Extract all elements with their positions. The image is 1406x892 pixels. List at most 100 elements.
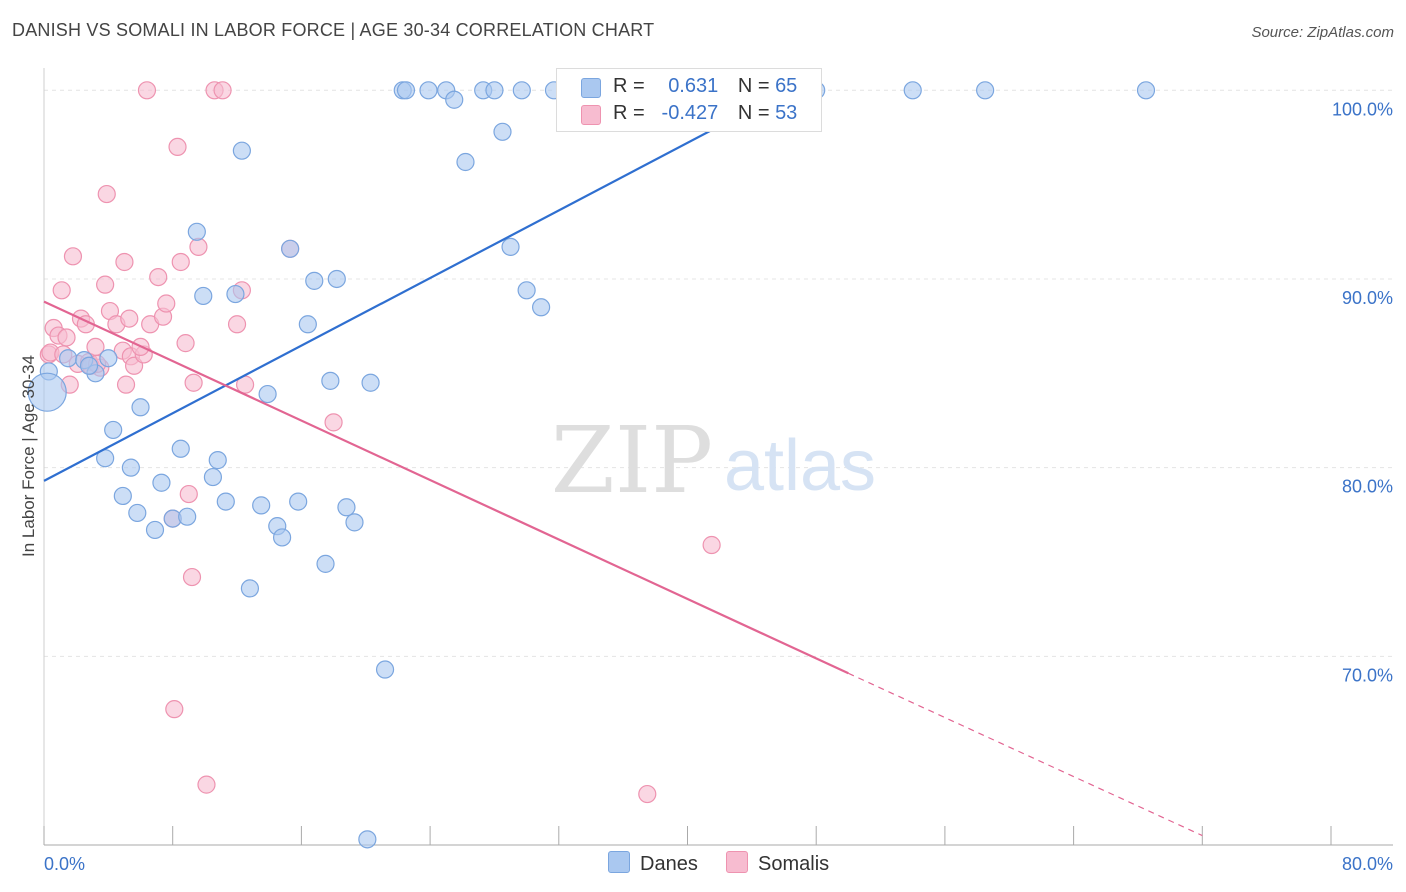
- danes-trend-line: [43, 74, 817, 482]
- tick-labels: 70.0% 80.0% 90.0% 100.0% 0.0% 80.0%: [44, 99, 1393, 874]
- somalis-point: [702, 535, 721, 555]
- danes-point: [27, 372, 67, 412]
- danes-point: [152, 473, 171, 492]
- somalis-trend-line: [43, 300, 849, 675]
- danes-point: [128, 503, 147, 523]
- somalis-n-value: 53: [775, 102, 798, 124]
- danes-point: [226, 284, 245, 304]
- danes-point: [512, 81, 531, 100]
- legend-row-danes: R = 0.631 N = 65: [581, 75, 798, 98]
- legend-item-danes[interactable]: Danes: [608, 851, 698, 876]
- somalis-point: [184, 373, 203, 392]
- somalis-point: [197, 775, 216, 794]
- stats-legend: R = 0.631 N = 65 R = -0.427 N = 53: [556, 68, 822, 132]
- somalis-swatch: [581, 105, 601, 125]
- somalis-point: [52, 281, 71, 300]
- chart-title: DANISH VS SOMALI IN LABOR FORCE | AGE 30…: [12, 20, 655, 40]
- danes-legend-swatch: [608, 851, 630, 873]
- danes-point: [493, 122, 512, 141]
- danes-swatch: [581, 78, 601, 98]
- x-tick-label: 80.0%: [1342, 854, 1393, 874]
- danes-point: [272, 528, 292, 547]
- danes-n-value: 65: [775, 75, 798, 97]
- danes-point: [258, 384, 277, 404]
- danes-point: [178, 507, 197, 526]
- danes-point: [445, 90, 464, 109]
- somalis-point: [324, 413, 343, 432]
- danes-point: [131, 398, 150, 417]
- danes-point: [194, 286, 213, 306]
- somalis-point: [149, 267, 168, 287]
- danes-point: [240, 579, 260, 598]
- somalis-point: [227, 315, 247, 334]
- somalis-point: [157, 294, 176, 313]
- somalis-point: [57, 328, 76, 347]
- danes-point: [316, 554, 335, 573]
- somalis-point: [638, 784, 657, 804]
- danes-point: [281, 239, 300, 258]
- somalis-r-label: R =: [613, 102, 645, 124]
- danes-point: [113, 486, 132, 506]
- danes-point: [232, 141, 251, 160]
- danes-point: [903, 81, 922, 100]
- danes-r-value: 0.631: [668, 75, 719, 97]
- danes-point: [216, 492, 235, 511]
- danes-point: [358, 830, 377, 849]
- somalis-point: [165, 700, 184, 719]
- somalis-trend-extension: [848, 672, 1203, 837]
- somalis-n-label: N =: [737, 102, 770, 124]
- danes-point: [485, 81, 504, 100]
- somalis-point: [137, 81, 157, 100]
- somalis-r-value: -0.427: [661, 102, 719, 124]
- danes-point: [145, 520, 165, 540]
- somalis-point: [182, 567, 202, 587]
- y-tick-label: 100.0%: [1332, 99, 1393, 119]
- danes-point: [532, 298, 551, 317]
- danes-legend-label: Danes: [640, 853, 698, 875]
- somalis-point: [120, 309, 139, 328]
- x-tick-label: 0.0%: [44, 854, 85, 874]
- danes-point: [375, 660, 395, 679]
- danes-points: [27, 81, 1156, 849]
- somalis-point: [179, 484, 198, 504]
- somalis-point: [171, 252, 190, 272]
- danes-point: [361, 373, 380, 392]
- danes-point: [327, 269, 346, 289]
- danes-point: [976, 81, 995, 100]
- danes-point: [187, 222, 206, 241]
- danes-point: [79, 356, 99, 375]
- y-axis-label: In Labor Force | Age 30-34: [19, 355, 38, 557]
- legend-item-somalis[interactable]: Somalis: [726, 851, 829, 876]
- y-tick-label: 90.0%: [1342, 288, 1393, 308]
- danes-point: [517, 281, 536, 300]
- somalis-point: [116, 375, 136, 394]
- somalis-point: [63, 247, 83, 266]
- somalis-point: [97, 184, 116, 204]
- watermark-zip: ZIP: [551, 407, 713, 514]
- danes-point: [298, 315, 317, 334]
- gridlines: [44, 89, 1393, 657]
- danes-point: [337, 498, 356, 517]
- somalis-point: [168, 137, 187, 157]
- danes-point: [208, 451, 227, 470]
- danes-point: [419, 81, 438, 100]
- somalis-point: [189, 237, 208, 257]
- axes: [43, 68, 1393, 846]
- somalis-point: [213, 81, 232, 100]
- danes-point: [104, 420, 123, 440]
- danes-point: [289, 492, 308, 511]
- danes-point: [396, 81, 416, 100]
- danes-point: [456, 152, 475, 172]
- danes-point: [305, 271, 324, 290]
- danes-r-label: R =: [613, 75, 645, 97]
- source-label: Source: ZipAtlas.com: [1251, 24, 1394, 41]
- danes-point: [345, 513, 364, 532]
- danes-point: [321, 371, 340, 390]
- somalis-point: [115, 252, 134, 272]
- watermark-atlas: atlas: [724, 426, 876, 506]
- somalis-legend-label: Somalis: [758, 853, 830, 875]
- danes-point: [121, 458, 140, 477]
- danes-point: [99, 349, 118, 368]
- somalis-point: [176, 334, 195, 353]
